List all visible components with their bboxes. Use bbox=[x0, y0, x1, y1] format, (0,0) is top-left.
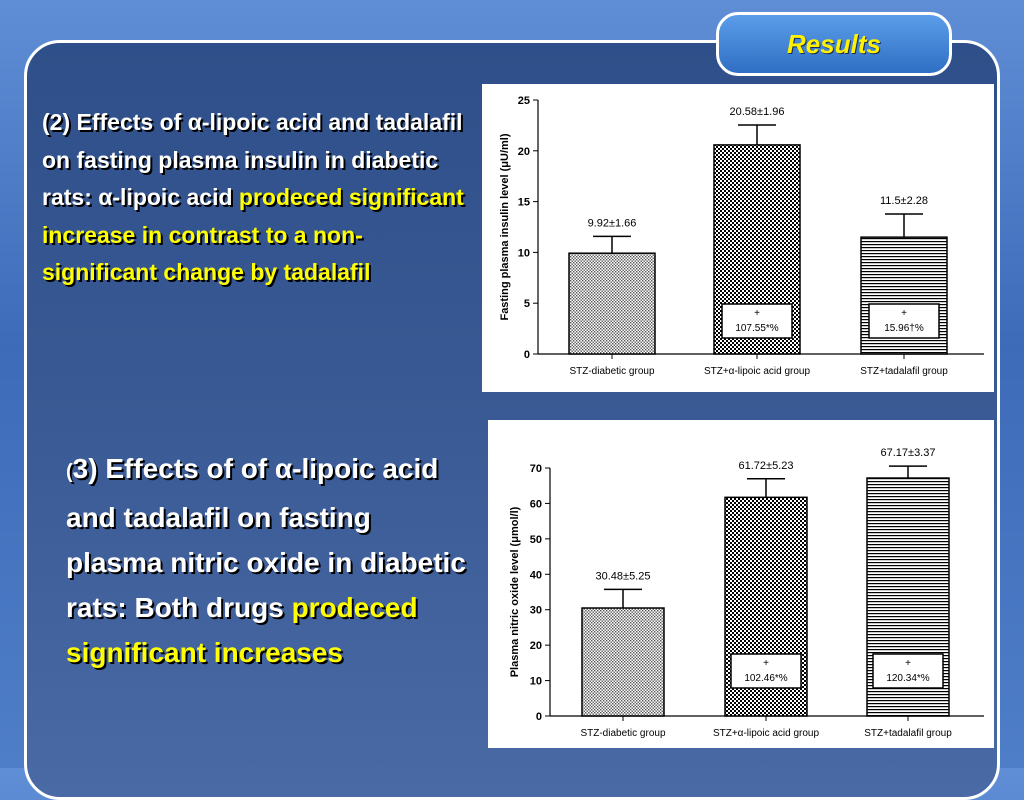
insulin-chart-panel: 0 5 10 15 20 25 Fasting plasma insulin level (… bbox=[482, 84, 994, 392]
y-tick-label: 70 bbox=[530, 463, 542, 475]
x-tick-label: STZ+α-lipoic acid group bbox=[713, 728, 820, 739]
y-tick-label: 10 bbox=[518, 247, 530, 259]
data-label: 9.92±1.66 bbox=[588, 217, 637, 229]
significance-mark: + bbox=[754, 308, 760, 319]
significance-box bbox=[730, 653, 802, 689]
significance-box bbox=[721, 303, 793, 339]
significance-percent: 102.46*% bbox=[744, 673, 787, 684]
alpha-symbol: α bbox=[98, 184, 113, 210]
insulin-desc-part1: (2) Effects of bbox=[42, 109, 188, 135]
data-label: 61.72±5.23 bbox=[739, 460, 794, 472]
significance-mark: + bbox=[763, 658, 769, 669]
y-tick-label: 40 bbox=[530, 569, 542, 581]
x-tick-label: STZ+α-lipoic acid group bbox=[704, 366, 811, 377]
y-tick-label: 10 bbox=[530, 676, 542, 688]
y-tick-label: 25 bbox=[518, 95, 530, 107]
significance-percent: 15.96†% bbox=[884, 323, 924, 334]
significance-box bbox=[868, 303, 940, 339]
significance-mark: + bbox=[905, 658, 911, 669]
bar-1 bbox=[581, 607, 665, 717]
nitric-oxide-chart: 0 10 20 30 40 50 60 70 Plasma nitric oxide level… bbox=[509, 447, 984, 739]
x-tick-label: STZ-diabetic group bbox=[569, 366, 654, 377]
alpha-symbol: α bbox=[274, 453, 293, 484]
significance-box bbox=[872, 653, 944, 689]
x-tick-label: STZ+tadalafil group bbox=[864, 728, 952, 739]
insulin-desc-part3: -lipoic acid bbox=[112, 184, 239, 210]
insulin-desc-highlight: prodeced significant increase in contras… bbox=[42, 184, 464, 285]
y-axis-label: Plasma nitric oxide level (μmol/l) bbox=[509, 506, 521, 677]
no-desc-part2: -lipoic acid and tadalafil on fasting pl… bbox=[66, 453, 466, 623]
x-tick-label: STZ-diabetic group bbox=[580, 728, 665, 739]
significance-mark: + bbox=[901, 308, 907, 319]
no-desc-part1a: ( bbox=[66, 461, 73, 483]
data-label: 30.48±5.25 bbox=[596, 570, 651, 582]
y-tick-label: 20 bbox=[518, 146, 530, 158]
nitric-oxide-description: (3) Effects of of α-lipoic acid and tada… bbox=[66, 446, 466, 675]
alpha-symbol: α bbox=[187, 109, 202, 135]
bar-1 bbox=[568, 252, 656, 355]
y-tick-label: 0 bbox=[524, 349, 530, 361]
insulin-desc-part2: -lipoic acid and tadalafil on fasting pl… bbox=[42, 109, 463, 210]
y-tick-label: 60 bbox=[530, 498, 542, 510]
data-label: 20.58±1.96 bbox=[730, 106, 785, 118]
significance-percent: 120.34*% bbox=[886, 673, 929, 684]
data-label: 11.5±2.28 bbox=[880, 195, 928, 207]
y-tick-label: 50 bbox=[530, 534, 542, 546]
x-tick-label: STZ+tadalafil group bbox=[860, 366, 948, 377]
results-title: Results bbox=[787, 29, 881, 59]
y-tick-label: 30 bbox=[530, 605, 542, 617]
y-axis-label: Fasting plasma insulin level (μU/ml) bbox=[499, 133, 511, 320]
y-tick-label: 5 bbox=[524, 298, 530, 310]
no-desc-highlight: prodeced significant increases bbox=[66, 592, 418, 668]
insulin-chart: 0 5 10 15 20 25 Fasting plasma insulin level (… bbox=[499, 95, 984, 377]
results-tab: Results bbox=[716, 12, 952, 76]
y-tick-label: 15 bbox=[518, 197, 530, 209]
significance-percent: 107.55*% bbox=[735, 323, 778, 334]
nitric-oxide-chart-panel: 0 10 20 30 40 50 60 70 Plasma nitric oxide level… bbox=[488, 420, 994, 748]
insulin-description: (2) Effects of α-lipoic acid and tadalaf… bbox=[42, 104, 472, 292]
data-label: 67.17±3.37 bbox=[881, 447, 936, 459]
y-tick-label: 20 bbox=[530, 640, 542, 652]
y-tick-label: 0 bbox=[536, 711, 542, 723]
no-desc-part1b: 3) Effects of of bbox=[72, 453, 275, 484]
